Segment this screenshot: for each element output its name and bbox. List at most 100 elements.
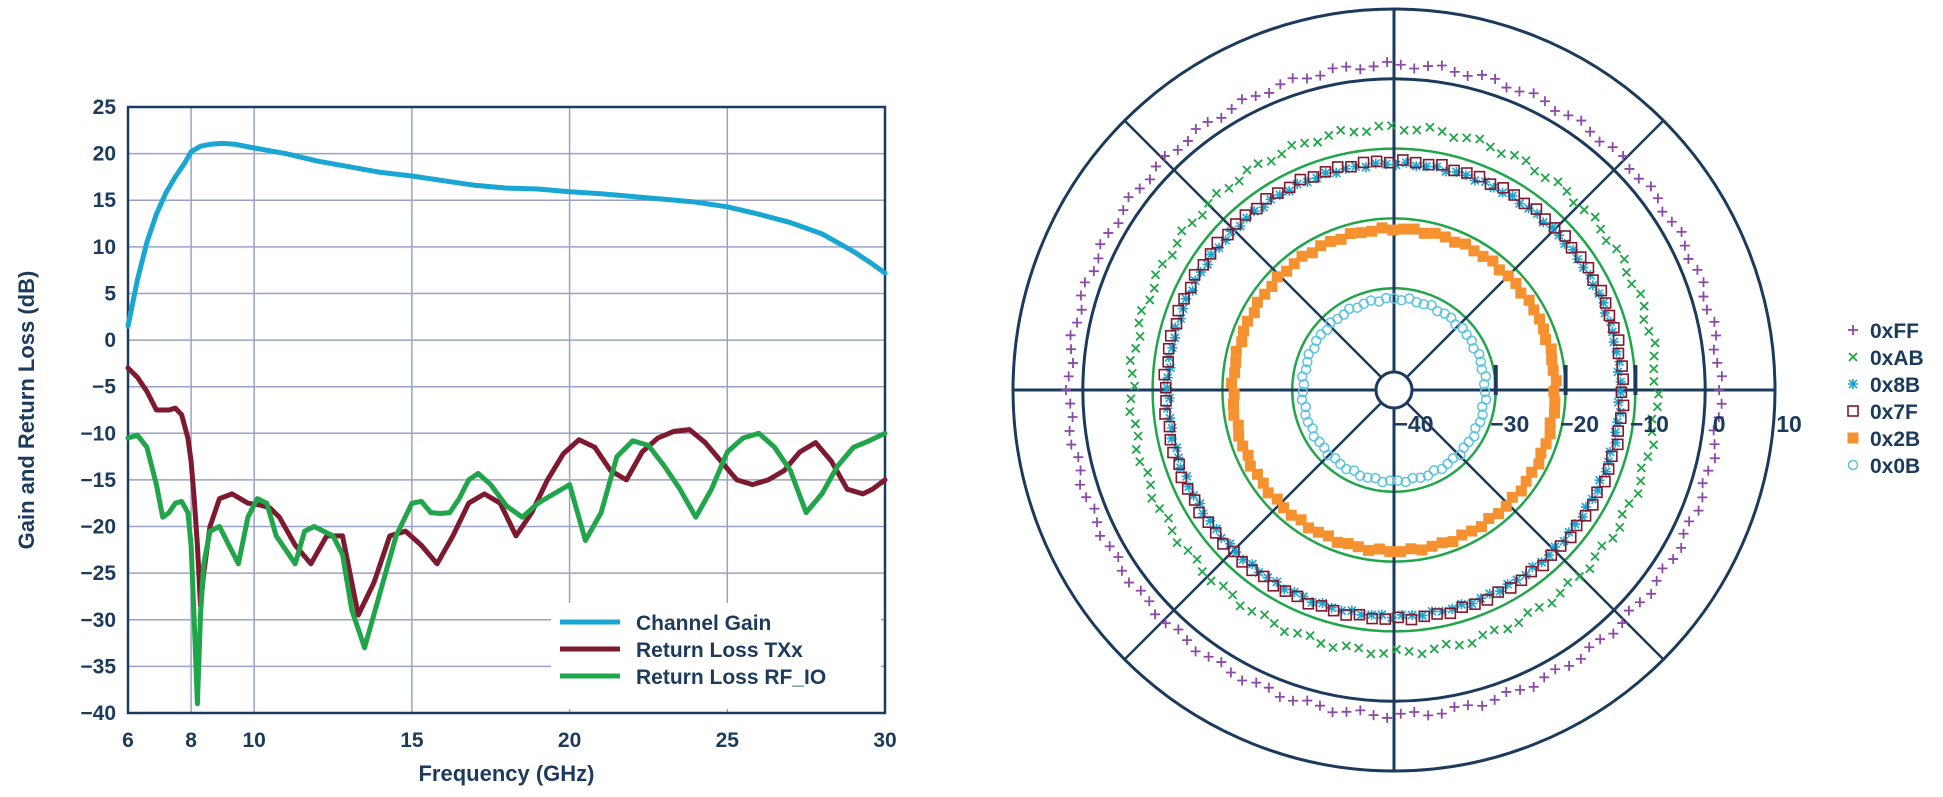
polar-point-plus <box>1539 672 1550 683</box>
polar-point-open-square <box>1574 251 1587 263</box>
polar-point-x <box>1467 638 1477 648</box>
polar-point-plus <box>1701 304 1712 315</box>
polar-point-open-square <box>1246 564 1258 577</box>
polar-point-x <box>1462 133 1472 143</box>
polar-point-open-square <box>1508 189 1521 201</box>
polar-point-plus <box>1302 73 1313 84</box>
polar-point-open-square <box>1614 412 1627 425</box>
polar-point-open-square <box>1204 248 1217 260</box>
polar-point-filled-square <box>1439 231 1451 243</box>
polar-point-filled-square <box>1228 388 1240 400</box>
polar-point-open-circle <box>1309 343 1320 354</box>
polar-point-open-square <box>1525 565 1537 578</box>
polar-point-open-square <box>1518 197 1531 210</box>
polar-point-x <box>1441 639 1451 649</box>
polar-point-asterisk <box>1612 417 1623 428</box>
polar-point-x <box>1234 176 1244 186</box>
polar-point-asterisk <box>1258 202 1269 213</box>
polar-point-x <box>1639 314 1649 325</box>
polar-point-open-square <box>1379 613 1391 625</box>
polar-point-plus <box>1617 618 1628 629</box>
polar-point-filled-square <box>1538 323 1550 335</box>
polar-point-plus <box>1368 710 1379 721</box>
polar-point-filled-square <box>1236 336 1248 348</box>
polar-point-asterisk <box>1302 177 1313 188</box>
polar-point-x <box>1553 177 1563 187</box>
polar-point-x <box>1135 331 1145 341</box>
polar-point-open-circle <box>1338 309 1350 320</box>
polar-point-plus <box>1423 61 1434 72</box>
polar-point-open-square <box>1554 540 1567 552</box>
polar-point-open-circle <box>1335 458 1346 470</box>
polar-point-open-square <box>1258 570 1270 583</box>
polar-point-x <box>1391 644 1402 655</box>
polar-point-x <box>1540 173 1550 183</box>
polar-point-asterisk <box>1284 186 1295 197</box>
polar-point-filled-square <box>1502 270 1514 282</box>
polar-point-asterisk <box>1271 576 1282 587</box>
polar-point-x <box>1292 628 1303 638</box>
polar-point-x <box>1324 130 1334 140</box>
polar-point-filled-square <box>1544 428 1556 440</box>
polar-point-x <box>1590 212 1600 222</box>
polar-point-asterisk <box>1162 382 1173 393</box>
polar-point-plus <box>1060 385 1071 395</box>
polar-point-open-circle <box>1415 472 1426 483</box>
x-tick-label: 30 <box>873 729 896 752</box>
polar-point-plus <box>1173 624 1184 635</box>
polar-point-asterisk <box>1162 372 1173 383</box>
polar-point-open-square <box>1599 475 1611 488</box>
polar-point-asterisk <box>1441 166 1451 177</box>
tick-labels: 6 8 10 15 20 25 30 25 20 15 10 5 0 −5 −10 −15 −20 −25 −30 −… <box>80 96 896 752</box>
polar-point-plus <box>1264 87 1275 98</box>
polar-point-asterisk <box>1164 392 1175 403</box>
polar-point-filled-square <box>1352 541 1364 553</box>
series-line-2 <box>125 430 888 707</box>
polar-legend-label: 0x7F <box>1870 401 1918 424</box>
polar-point-x <box>1653 389 1664 399</box>
polar-point-filled-square <box>1500 500 1512 512</box>
polar-point-open-circle <box>1477 409 1488 420</box>
polar-point-plus <box>1341 706 1352 717</box>
polar-point-x <box>1595 224 1606 234</box>
polar-point-asterisk <box>1593 288 1604 299</box>
polar-point-asterisk <box>1180 293 1191 304</box>
polar-point-filled-square <box>1515 485 1527 497</box>
polar-point-filled-square <box>1296 250 1308 262</box>
polar-point-open-square <box>1469 598 1481 610</box>
polar-point-plus <box>1287 73 1298 84</box>
polar-point-plus <box>1676 542 1687 553</box>
polar-point-x <box>1562 186 1572 196</box>
polar-point-plus <box>1202 116 1213 127</box>
polar-point-plus <box>1089 503 1100 514</box>
polar-point-plus <box>1657 206 1668 217</box>
polar-point-asterisk <box>1226 226 1237 237</box>
polar-point-plus <box>1575 653 1586 664</box>
polar-point-filled-square <box>1228 409 1240 421</box>
polar-point-filled-square <box>1227 399 1239 411</box>
polar-point-x <box>1597 541 1607 551</box>
polar-point-open-square <box>1422 158 1435 171</box>
polar-point-open-square <box>1228 545 1240 558</box>
polar-point-open-circle <box>1302 356 1313 368</box>
polar-point-asterisk <box>1494 586 1505 597</box>
y-tick-label: −5 <box>92 376 116 399</box>
polar-point-x <box>1647 414 1657 424</box>
polar-point-x <box>1134 318 1144 328</box>
series-line-0 <box>125 140 888 329</box>
polar-point-filled-square <box>1456 529 1468 541</box>
polar-point-plus <box>1067 358 1078 369</box>
polar-point-filled-square <box>1460 238 1472 250</box>
radial-tick-label: −30 <box>1490 411 1529 437</box>
polar-point-open-square <box>1159 408 1171 420</box>
polar-point-plus <box>1076 304 1087 315</box>
polar-point-plus <box>1633 173 1644 184</box>
polar-point-open-circle <box>1300 409 1311 421</box>
polar-point-open-circle <box>1315 329 1327 340</box>
polar-point-plus <box>1489 694 1500 705</box>
x-axis-title: Frequency (GHz) <box>418 761 594 786</box>
polar-point-asterisk <box>1615 376 1626 387</box>
polar-point-filled-square <box>1447 536 1459 548</box>
polar-point-open-square <box>1603 309 1616 322</box>
polar-point-open-square <box>1473 170 1486 183</box>
